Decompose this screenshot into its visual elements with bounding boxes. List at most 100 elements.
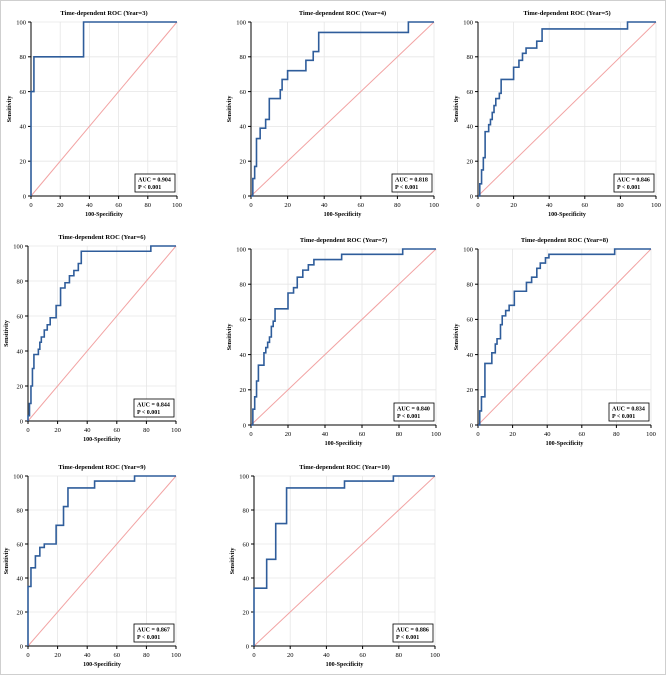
roc-curve xyxy=(251,248,436,426)
y-tick-label: 40 xyxy=(20,124,27,131)
roc-panel-4: 0 20 40 60 80 100 0 20 40 60 80 100 Time-dependent R… xyxy=(4,234,181,443)
x-axis-label: 100-Specificity xyxy=(325,441,363,447)
x-axis-label: 100-Specificity xyxy=(546,441,584,447)
y-axis-label: Sensitivity xyxy=(7,96,13,123)
x-tick-label: 40 xyxy=(546,202,553,209)
y-tick-label: 60 xyxy=(17,313,24,320)
auc-value: AUC = 0.904 xyxy=(138,178,171,184)
y-tick-label: 100 xyxy=(239,473,249,480)
roc-curve xyxy=(30,21,177,196)
y-tick-label: 0 xyxy=(243,422,246,429)
p-value: P < 0.001 xyxy=(137,635,160,641)
chart-title: Time-dependent ROC (Year=10) xyxy=(299,464,390,471)
roc-panel-2: 0 20 40 60 80 100 0 20 40 60 80 100 Time-dependent R… xyxy=(227,10,439,218)
roc-curve xyxy=(478,248,651,426)
x-tick-label: 100 xyxy=(171,652,181,659)
y-tick-label: 60 xyxy=(240,89,247,96)
reference-diagonal xyxy=(27,475,177,647)
y-tick-label: 80 xyxy=(17,278,24,285)
y-tick-label: 40 xyxy=(240,352,247,359)
x-tick-label: 20 xyxy=(287,652,294,659)
x-tick-label: 100 xyxy=(651,202,661,209)
x-tick-label: 100 xyxy=(171,427,181,434)
auc-annotation-box xyxy=(392,623,434,643)
x-tick-label: 60 xyxy=(579,431,586,438)
chart-title: Time-dependent ROC (Year=7) xyxy=(300,237,387,244)
y-tick-label: 40 xyxy=(17,348,24,355)
y-tick-label: 40 xyxy=(17,575,24,582)
x-tick-label: 100 xyxy=(172,202,182,209)
x-tick-label: 80 xyxy=(143,652,150,659)
chart-title: Time-dependent ROC (Year=5) xyxy=(523,10,610,17)
auc-value: AUC = 0.834 xyxy=(612,407,645,413)
x-tick-label: 40 xyxy=(321,202,328,209)
y-axis-label: Sensitivity xyxy=(454,324,460,351)
reference-diagonal xyxy=(477,21,657,197)
y-tick-label: 20 xyxy=(17,383,24,390)
x-axis-label: 100-Specificity xyxy=(326,662,364,668)
roc-panel-5: 0 20 40 60 80 100 0 20 40 60 80 100 Time-dependent R… xyxy=(227,237,441,447)
x-tick-label: 60 xyxy=(114,427,121,434)
roc-curve xyxy=(478,21,656,197)
p-value: P < 0.001 xyxy=(396,635,419,641)
y-tick-label: 20 xyxy=(20,159,27,166)
y-tick-label: 20 xyxy=(243,609,250,616)
reference-diagonal xyxy=(250,248,437,426)
y-tick-label: 40 xyxy=(240,124,247,131)
x-axis-label: 100-Specificity xyxy=(85,212,123,218)
x-tick-label: 40 xyxy=(84,427,91,434)
y-tick-label: 60 xyxy=(17,541,24,548)
y-tick-label: 100 xyxy=(16,19,26,26)
auc-annotation-box xyxy=(613,173,655,193)
p-value: P < 0.001 xyxy=(612,414,635,420)
y-tick-label: 20 xyxy=(467,159,474,166)
auc-value: AUC = 0.840 xyxy=(397,407,430,413)
x-axis-label: 100-Specificity xyxy=(324,212,362,218)
chart-title: Time-dependent ROC (Year=4) xyxy=(299,10,386,17)
y-tick-label: 100 xyxy=(463,19,473,26)
x-axis-label: 100-Specificity xyxy=(83,662,121,668)
x-tick-label: 80 xyxy=(145,202,152,209)
y-tick-label: 100 xyxy=(13,243,23,250)
x-tick-label: 0 xyxy=(26,427,29,434)
y-tick-label: 0 xyxy=(246,643,249,650)
roc-panel-7: 0 20 40 60 80 100 0 20 40 60 80 100 Time-dependent R… xyxy=(4,464,181,668)
roc-curve xyxy=(253,475,435,646)
x-axis-label: 100-Specificity xyxy=(548,212,586,218)
roc-panel-1: 0 20 40 60 80 100 0 20 40 60 80 100 Time-dependent R… xyxy=(7,10,182,218)
x-tick-label: 80 xyxy=(613,431,620,438)
x-tick-label: 60 xyxy=(359,431,366,438)
roc-panel-3: 0 20 40 60 80 100 0 20 40 60 80 100 Time-dependent R… xyxy=(454,10,661,218)
x-tick-label: 0 xyxy=(476,202,479,209)
roc-curve xyxy=(251,21,434,197)
x-tick-label: 60 xyxy=(115,202,122,209)
y-tick-label: 0 xyxy=(20,643,23,650)
y-tick-label: 100 xyxy=(463,246,473,253)
y-tick-label: 80 xyxy=(467,54,474,61)
y-tick-label: 80 xyxy=(240,54,247,61)
auc-value: AUC = 0.886 xyxy=(396,628,429,634)
x-tick-label: 80 xyxy=(394,202,401,209)
y-tick-label: 80 xyxy=(17,507,24,514)
y-axis-label: Sensitivity xyxy=(230,548,236,575)
x-tick-label: 40 xyxy=(86,202,93,209)
y-tick-label: 100 xyxy=(236,19,246,26)
y-tick-label: 0 xyxy=(470,193,473,200)
y-tick-label: 0 xyxy=(23,193,26,200)
y-tick-label: 60 xyxy=(243,541,250,548)
auc-value: AUC = 0.818 xyxy=(395,178,428,184)
auc-annotation-box xyxy=(391,173,433,193)
x-tick-label: 100 xyxy=(430,652,440,659)
x-tick-label: 80 xyxy=(143,427,150,434)
x-axis-label: 100-Specificity xyxy=(83,437,121,443)
p-value: P < 0.001 xyxy=(397,414,420,420)
x-tick-label: 100 xyxy=(431,431,441,438)
y-axis-label: Sensitivity xyxy=(454,96,460,123)
auc-annotation-box xyxy=(393,402,435,422)
reference-diagonal xyxy=(30,21,178,197)
x-tick-label: 80 xyxy=(396,652,403,659)
y-axis-label: Sensitivity xyxy=(4,320,10,347)
y-tick-label: 60 xyxy=(20,89,27,96)
x-tick-label: 40 xyxy=(322,431,329,438)
